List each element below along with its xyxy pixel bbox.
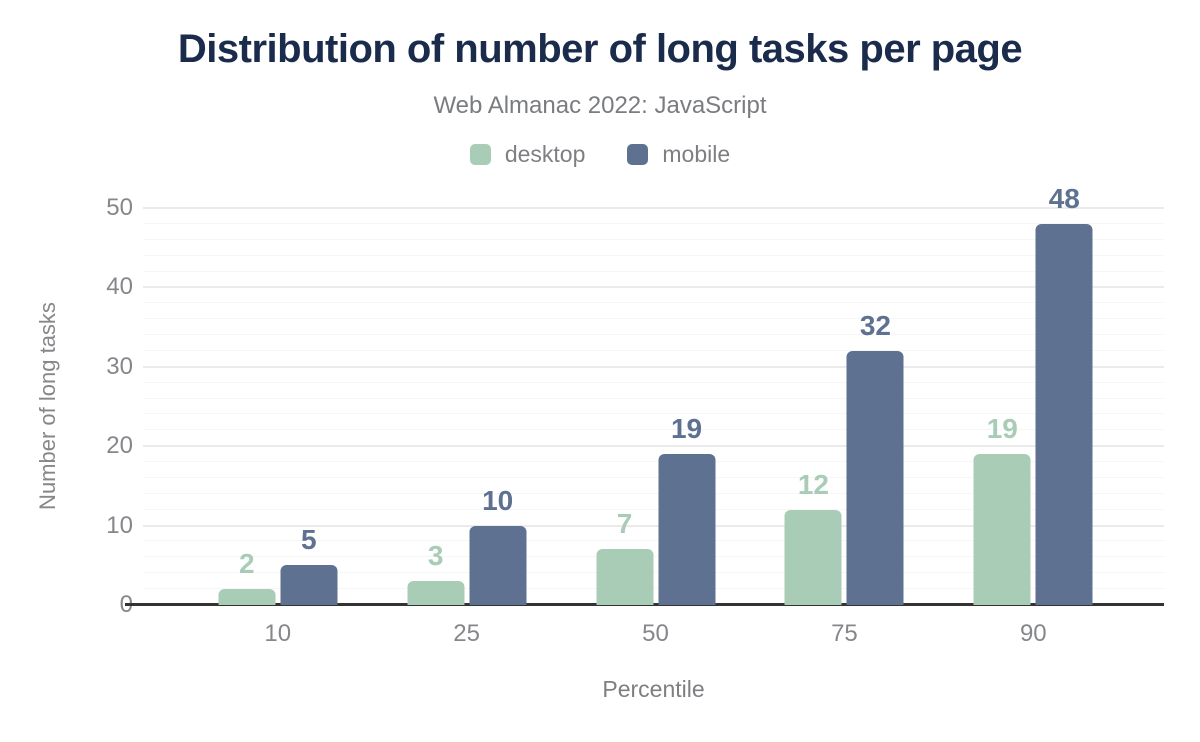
- minor-gridline-22: [143, 429, 1164, 431]
- bar-wrap-desktop-25: 3: [407, 540, 465, 605]
- chart-title: Distribution of number of long tasks per…: [177, 27, 1023, 71]
- bar-desktop-75[interactable]: [784, 509, 842, 605]
- legend-item-mobile[interactable]: mobile: [627, 141, 730, 168]
- bar-value-desktop-75: 12: [797, 468, 829, 500]
- y-axis-ticks: 01020304050: [0, 194, 133, 618]
- minor-gridline-8: [143, 540, 1164, 542]
- minor-gridline-16: [143, 476, 1164, 478]
- y-tick-10: 10: [106, 511, 133, 539]
- mobile-swatch-icon: [627, 144, 649, 165]
- major-gridline-30: [143, 365, 1164, 368]
- bar-value-mobile-75: 32: [859, 309, 891, 341]
- bar-desktop-90[interactable]: [973, 454, 1031, 605]
- x-axis-title: Percentile: [602, 676, 705, 702]
- bar-wrap-mobile-50: 19: [658, 413, 716, 605]
- minor-gridline-4: [143, 572, 1164, 574]
- bar-value-mobile-10: 5: [300, 524, 317, 556]
- bar-desktop-25[interactable]: [407, 581, 465, 605]
- x-tick-75: 75: [831, 620, 858, 647]
- bar-group-25: 3 10: [407, 484, 527, 605]
- bar-wrap-mobile-75: 32: [846, 309, 904, 605]
- bar-desktop-50[interactable]: [596, 549, 654, 605]
- bar-wrap-desktop-50: 7: [596, 508, 654, 605]
- x-tick-50: 50: [642, 620, 669, 647]
- legend-label-desktop: desktop: [504, 141, 586, 167]
- bar-group-90: 19 48: [973, 182, 1093, 605]
- y-tick-50: 50: [106, 194, 133, 221]
- y-tick-40: 40: [106, 273, 133, 301]
- minor-gridline-46: [143, 238, 1164, 240]
- bar-mobile-25[interactable]: [469, 525, 527, 605]
- bar-value-mobile-50: 19: [670, 413, 703, 445]
- bar-wrap-mobile-10: 5: [280, 524, 338, 605]
- minor-gridline-6: [143, 556, 1164, 558]
- bar-wrap-mobile-25: 10: [469, 484, 527, 605]
- bar-wrap-desktop-90: 19: [973, 413, 1031, 605]
- bar-group-50: 7 19: [596, 413, 716, 605]
- plot-area: 2 5 3 10 7 19 12 32 19 48: [125, 183, 1164, 606]
- minor-gridline-42: [143, 270, 1164, 272]
- bar-value-desktop-50: 7: [616, 508, 633, 540]
- major-gridline-10: [143, 524, 1164, 527]
- bar-mobile-75[interactable]: [846, 350, 904, 605]
- desktop-swatch-icon: [469, 144, 491, 165]
- x-tick-25: 25: [453, 620, 481, 647]
- minor-gridline-36: [143, 318, 1164, 320]
- bar-wrap-desktop-10: 2: [218, 548, 276, 605]
- bar-mobile-50[interactable]: [658, 454, 716, 605]
- legend: desktop mobile: [0, 141, 1200, 168]
- y-tick-20: 20: [106, 432, 133, 460]
- y-tick-30: 30: [106, 352, 133, 380]
- minor-gridline-34: [143, 334, 1164, 336]
- x-tick-90: 90: [1019, 620, 1047, 647]
- minor-gridline-12: [143, 508, 1164, 510]
- minor-gridline-24: [143, 413, 1164, 415]
- bar-value-desktop-10: 2: [238, 548, 255, 580]
- bar-mobile-90[interactable]: [1035, 223, 1093, 605]
- bar-wrap-mobile-90: 48: [1035, 182, 1093, 605]
- bar-desktop-10[interactable]: [218, 589, 276, 605]
- minor-gridline-48: [143, 222, 1164, 224]
- x-axis-ticks: 10 25 50 75 90: [143, 620, 1164, 650]
- bar-mobile-10[interactable]: [280, 565, 338, 605]
- minor-gridline-14: [143, 492, 1164, 494]
- bar-value-desktop-90: 19: [986, 413, 1018, 445]
- bar-group-75: 12 32: [784, 309, 904, 605]
- legend-label-mobile: mobile: [662, 141, 731, 167]
- bar-value-desktop-25: 3: [427, 540, 444, 572]
- minor-gridline-44: [143, 254, 1164, 256]
- bar-value-mobile-25: 10: [482, 484, 514, 516]
- minor-gridline-26: [143, 397, 1164, 399]
- bar-wrap-desktop-75: 12: [784, 468, 842, 605]
- minor-gridline-18: [143, 461, 1164, 463]
- major-gridline-20: [143, 445, 1164, 448]
- bar-value-mobile-90: 48: [1048, 182, 1080, 214]
- major-gridline-50: [143, 207, 1164, 209]
- legend-item-desktop[interactable]: desktop: [469, 141, 586, 168]
- x-tick-10: 10: [264, 620, 292, 647]
- minor-gridline-32: [143, 349, 1164, 351]
- minor-gridline-28: [143, 381, 1164, 383]
- minor-gridline-38: [143, 302, 1164, 304]
- chart-subtitle: Web Almanac 2022: JavaScript: [433, 92, 767, 119]
- major-gridline-40: [143, 286, 1164, 289]
- minor-gridline-2: [143, 588, 1164, 590]
